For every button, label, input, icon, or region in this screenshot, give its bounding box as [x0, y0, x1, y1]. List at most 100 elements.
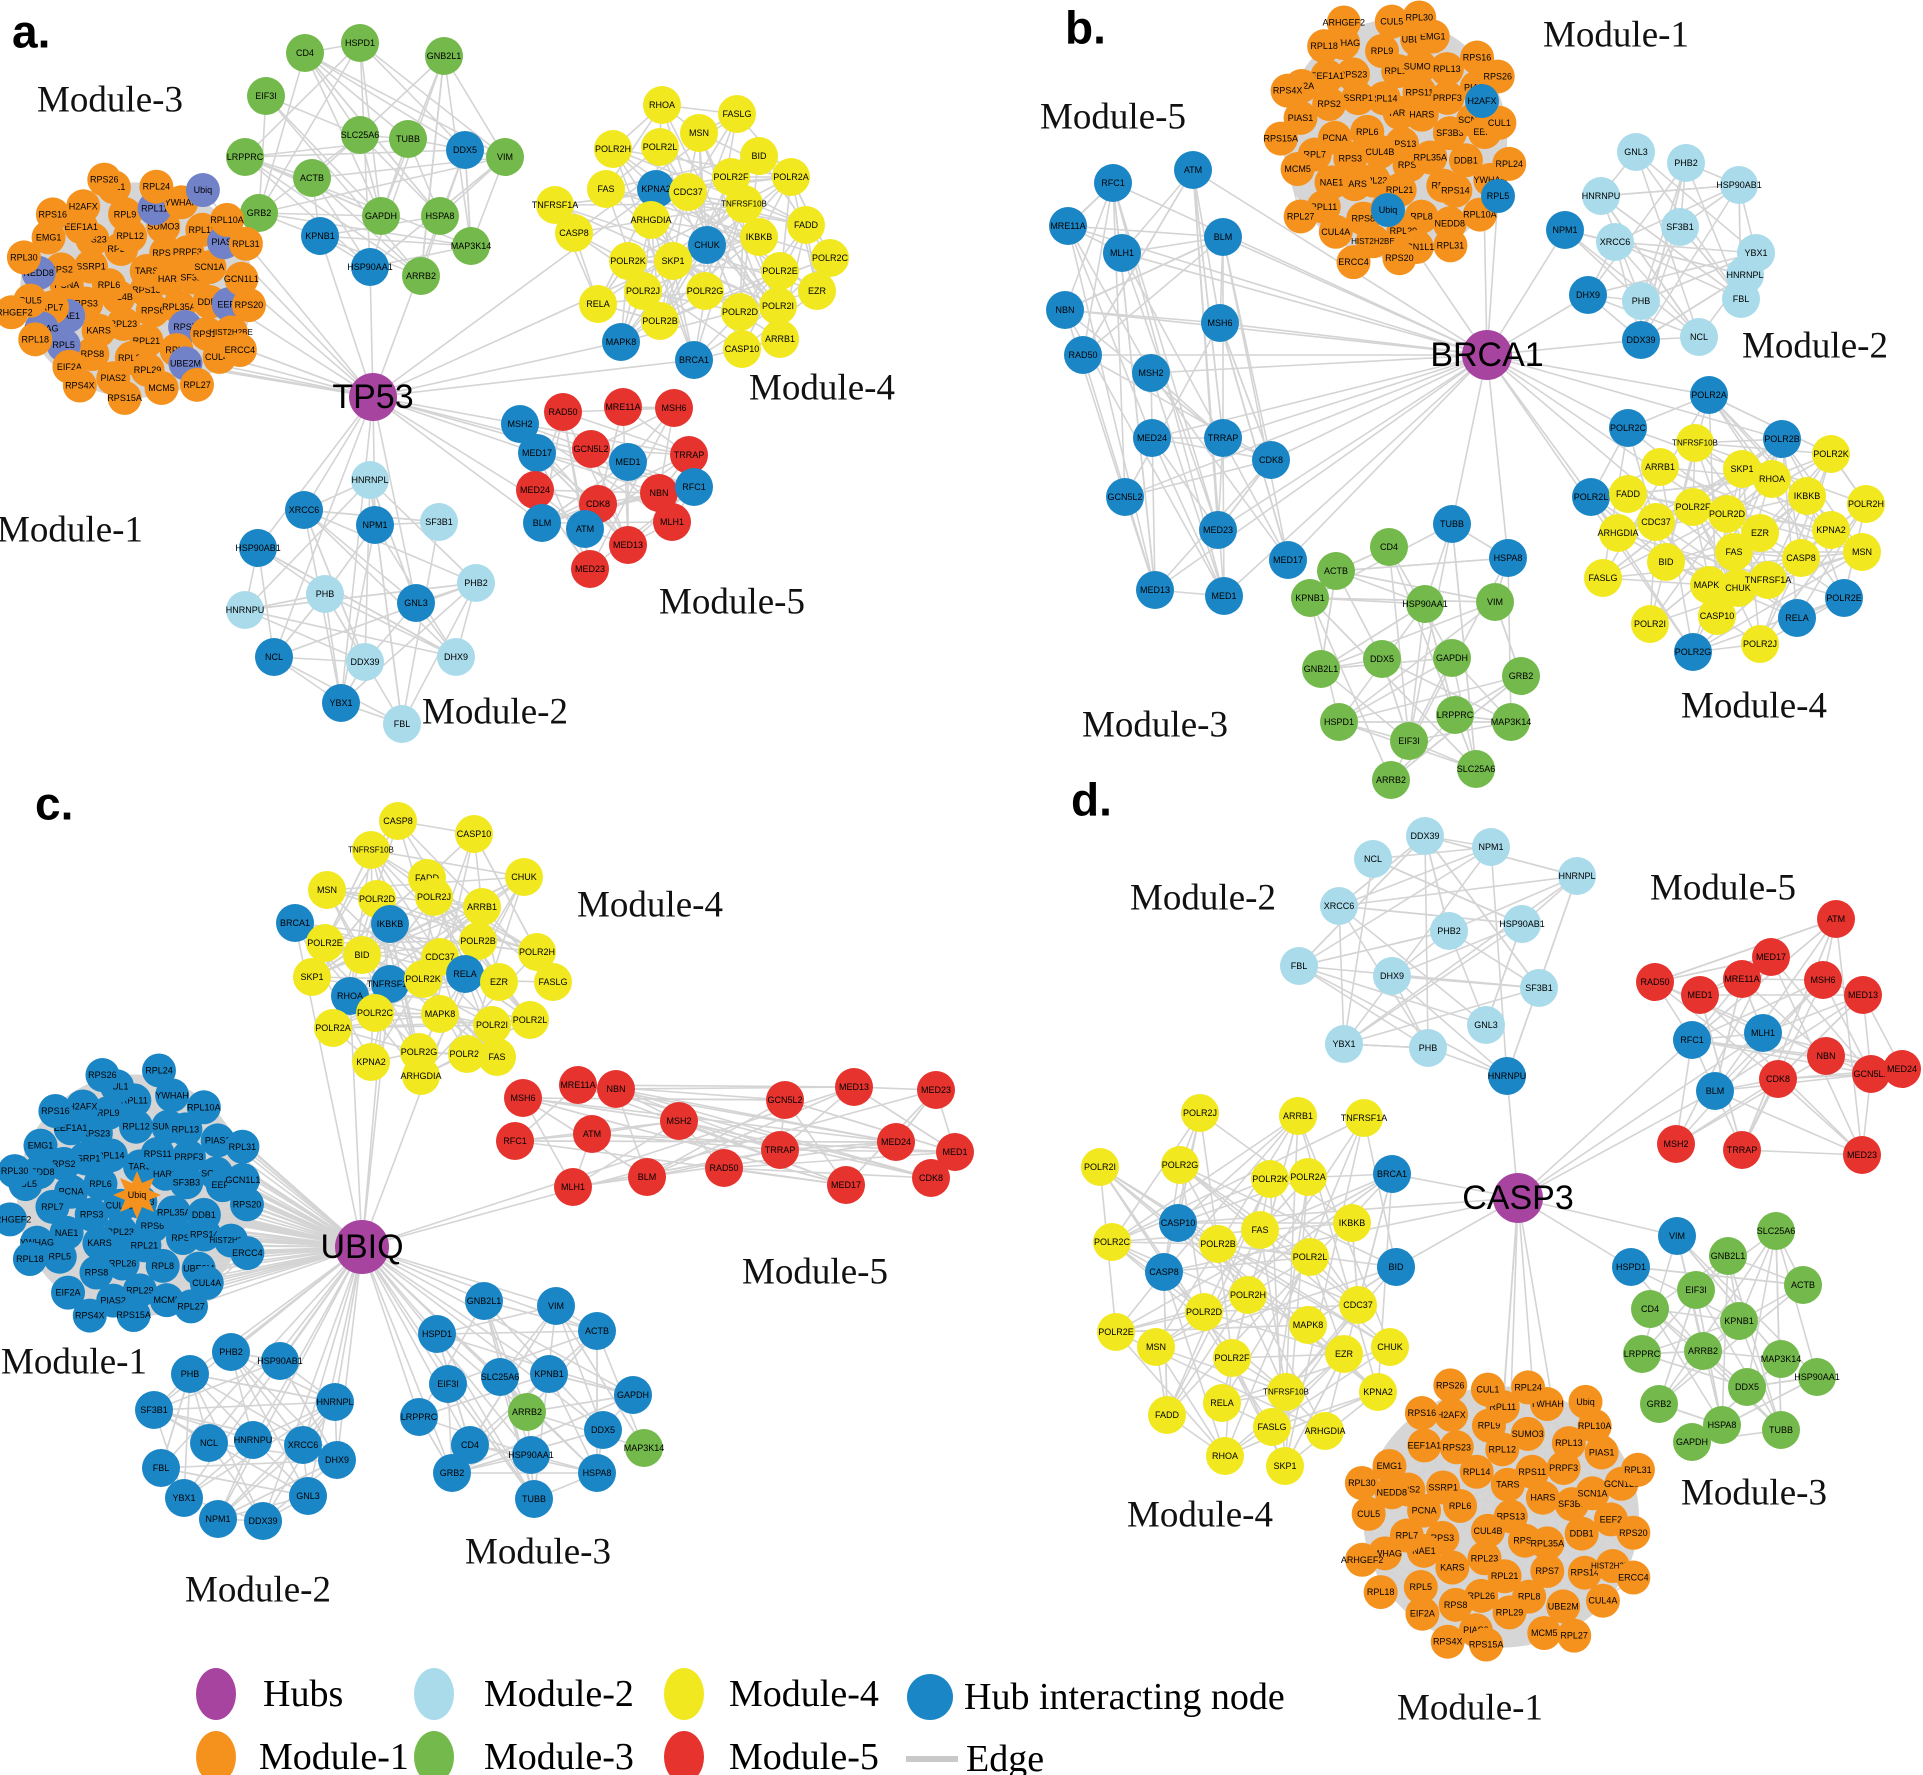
node-label: HSPA8 — [1708, 1420, 1737, 1430]
node-RPL35A: RPL35A — [1530, 1526, 1565, 1561]
node-label: SLC25A6 — [1757, 1226, 1796, 1236]
node-label: CUL4A — [1588, 1596, 1617, 1606]
node-EZR: EZR — [480, 963, 518, 1001]
node-label: SKP1 — [300, 972, 323, 982]
node-label: ARHGEF2 — [0, 1214, 31, 1224]
node-label: KPNA2 — [1363, 1387, 1393, 1397]
node-label: FBL — [1733, 294, 1750, 304]
node-label: MSH6 — [1810, 975, 1835, 985]
node-KARS: KARS — [1435, 1550, 1470, 1585]
node-ARRB2: ARRB2 — [402, 257, 440, 295]
node-label: HSP90AA1 — [1794, 1372, 1840, 1382]
node-label: KPNB1 — [1724, 1316, 1754, 1326]
node-label: GCN1L1 — [224, 274, 259, 284]
node-RPS16: RPS16 — [35, 197, 70, 232]
node-DHX9: DHX9 — [318, 1441, 356, 1479]
node-GCN5L2: GCN5L2 — [572, 430, 610, 468]
node-MED17: MED17 — [1752, 938, 1790, 976]
node-label: NEDD8 — [1435, 218, 1466, 228]
node-NCL: NCL — [1680, 318, 1718, 356]
node-RPL35A: RPL35A — [1413, 140, 1448, 175]
node-MRE11A: MRE11A — [1723, 960, 1761, 998]
node-label: KPNB1 — [534, 1369, 564, 1379]
module-label-d-2: Module-4 — [1127, 1495, 1273, 1536]
node-label: RPS3 — [1431, 1533, 1455, 1543]
node-BLM: BLM — [1204, 218, 1242, 256]
node-label: RPL11 — [121, 1095, 148, 1105]
node-PHB: PHB — [1622, 282, 1660, 320]
node-label: HNRNPL — [316, 1397, 353, 1407]
node-label: RPL13 — [172, 1124, 200, 1134]
node-HSPA8: HSPA8 — [578, 1454, 616, 1492]
node-label: EZR — [1335, 1349, 1354, 1359]
node-label: RPL18 — [1310, 41, 1338, 51]
node-label: BLM — [1214, 232, 1233, 242]
node-label: HSP90AA1 — [347, 262, 393, 272]
node-CUL4A: CUL4A — [1585, 1583, 1620, 1618]
node-POLR2F: POLR2F — [1674, 488, 1712, 526]
node-label: RPS15A — [116, 1310, 151, 1320]
node-label: HSP90AA1 — [1402, 599, 1448, 609]
module-d-module-1: RPS13 CUL4B TARS RPS6 RPL6 HARS RPL23 RPL14 RPL3… — [1341, 1368, 1655, 1662]
node-HSPA8: HSPA8 — [1703, 1406, 1741, 1444]
node-FAS: FAS — [478, 1038, 516, 1076]
node-label: PHB2 — [464, 578, 488, 588]
node-label: GCN1L1 — [1604, 1479, 1639, 1489]
node-label: SUMO3 — [1404, 62, 1436, 72]
node-SLC25A6: SLC25A6 — [1457, 750, 1495, 788]
node-CDC37: CDC37 — [1637, 503, 1675, 541]
node-label: POLR2A — [315, 1023, 351, 1033]
node-label: RHOA — [649, 100, 675, 110]
node-GNL3: GNL3 — [1617, 133, 1655, 171]
node-FAS: FAS — [587, 170, 625, 208]
node-label: ARHGDIA — [1597, 528, 1638, 538]
node-label: PIAS2 — [100, 373, 126, 383]
node-CUL4A: CUL4A — [1318, 214, 1353, 249]
node-DHX9: DHX9 — [1569, 276, 1607, 314]
module-c-module-2: PHB2 HSP90AB1 PHB HNRNPL SF3B1 NCL HNRNPU XRCC6… — [135, 1333, 356, 1540]
module-b-module-3: TUBB CD4 HSPA8 ACTB KPNB1 HSP90AA1 VIM DDX5 GAPD… — [1291, 505, 1540, 799]
node-label: HARS — [1409, 110, 1434, 120]
module-c-module-5: MSH6 MRE11A NBN MSH2 ATM RFC1 MLH1 BLM RAD50 TRRA… — [496, 1066, 974, 1206]
node-label: ACTB — [585, 1326, 609, 1336]
node-RPL9: RPL9 — [108, 197, 143, 232]
node-label: LRPPRC — [227, 152, 264, 162]
node-label: CDC37 — [425, 952, 455, 962]
node-label: PCNA — [1322, 133, 1347, 143]
node-label: TNFRSF10B — [1263, 1388, 1309, 1397]
node-CASP8: CASP8 — [1782, 539, 1820, 577]
node-label: SKP1 — [661, 256, 684, 266]
node-CASP10: CASP10 — [1698, 597, 1736, 635]
node-RPL24: RPL24 — [141, 1053, 176, 1088]
node-IKBKB: IKBKB — [1333, 1204, 1371, 1242]
node-SCN1A: SCN1A — [192, 250, 227, 285]
node-CUL5: CUL5 — [1351, 1496, 1386, 1531]
node-NPM1: NPM1 — [199, 1500, 237, 1538]
node-label: XRCC6 — [288, 1440, 319, 1450]
module-label-c-3: Module-2 — [185, 1570, 331, 1611]
node-label: RPL24 — [1514, 1382, 1542, 1392]
node-POLR2L: POLR2L — [1291, 1238, 1329, 1276]
module-a-module-1: RPS13CUL4BTARSRPS6RPL6HARSRPL23RPL14RPL3… — [0, 162, 266, 415]
node-label: SF3B3 — [173, 1177, 201, 1187]
node-label: RPS6 — [141, 306, 165, 316]
node-RAD50: RAD50 — [1636, 963, 1674, 1001]
node-label: TUBB — [396, 134, 420, 144]
node-label: ERCC4 — [225, 345, 256, 355]
module-b-module-2: GNL3 PHB2 HSP90AB1 HNRNPU NPM1 XRCC6 SF3B1 YBX1… — [1546, 133, 1775, 359]
node-label: ARHGDIA — [1304, 1426, 1345, 1436]
node-GNB2L1: GNB2L1 — [1709, 1237, 1747, 1275]
node-SUMO3: SUMO3 — [1402, 49, 1437, 84]
node-label: HSPD1 — [1616, 1262, 1646, 1272]
node-label: KPNA2 — [356, 1057, 386, 1067]
node-label: FASLG — [538, 977, 567, 987]
node-TNFRSF1A: TNFRSF1A — [1341, 1099, 1387, 1137]
node-MED13: MED13 — [1844, 976, 1882, 1014]
node-label: ATM — [1184, 165, 1202, 175]
node-label: RPL14 — [1463, 1467, 1491, 1477]
panel-letter-d: d. — [1071, 774, 1112, 826]
node-label: RPS4X — [75, 1311, 105, 1321]
node-label: TUBB — [1769, 1425, 1793, 1435]
node-EIF2A: EIF2A — [51, 1275, 86, 1310]
node-BRCA1: BRCA1 — [276, 904, 314, 942]
